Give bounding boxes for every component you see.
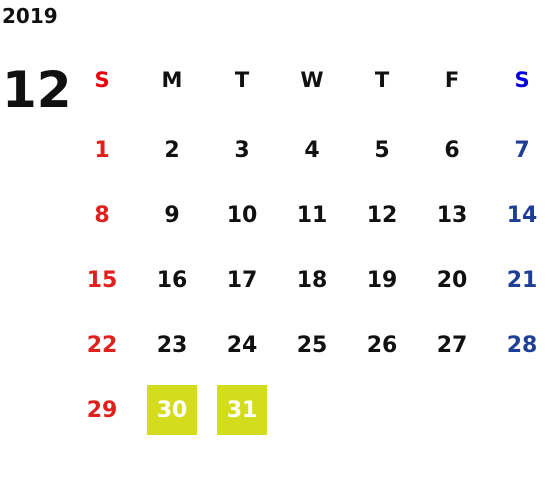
day: 28 bbox=[506, 332, 538, 358]
day: 29 bbox=[86, 397, 118, 423]
day: 4 bbox=[304, 137, 320, 163]
day: 21 bbox=[506, 267, 538, 293]
weekday: F bbox=[444, 68, 460, 92]
day: 27 bbox=[436, 332, 468, 358]
day: 19 bbox=[366, 267, 398, 293]
day: 3 bbox=[234, 137, 250, 163]
day: 12 bbox=[366, 202, 398, 228]
day: 9 bbox=[164, 202, 180, 228]
weekday: W bbox=[300, 68, 324, 92]
day: 22 bbox=[86, 332, 118, 358]
day: 26 bbox=[366, 332, 398, 358]
day: 11 bbox=[296, 202, 328, 228]
weekday: S bbox=[514, 68, 530, 92]
weekday: T bbox=[234, 68, 250, 92]
year: 2019 bbox=[2, 4, 58, 28]
day: 1 bbox=[94, 137, 110, 163]
day: 5 bbox=[374, 137, 390, 163]
day: 2 bbox=[164, 137, 180, 163]
day: 23 bbox=[156, 332, 188, 358]
day: 25 bbox=[296, 332, 328, 358]
highlighted-day: 31 bbox=[217, 385, 267, 435]
highlighted-day: 30 bbox=[147, 385, 197, 435]
day: 10 bbox=[226, 202, 258, 228]
day: 15 bbox=[86, 267, 118, 293]
weekday: M bbox=[161, 68, 183, 92]
weekday: T bbox=[374, 68, 390, 92]
day: 20 bbox=[436, 267, 468, 293]
day: 16 bbox=[156, 267, 188, 293]
day: 7 bbox=[514, 137, 530, 163]
day: 13 bbox=[436, 202, 468, 228]
day: 18 bbox=[296, 267, 328, 293]
weekday: S bbox=[94, 68, 110, 92]
month: 12 bbox=[2, 61, 72, 119]
day: 17 bbox=[226, 267, 258, 293]
day: 24 bbox=[226, 332, 258, 358]
day: 14 bbox=[506, 202, 538, 228]
day: 8 bbox=[94, 202, 110, 228]
day: 6 bbox=[444, 137, 460, 163]
